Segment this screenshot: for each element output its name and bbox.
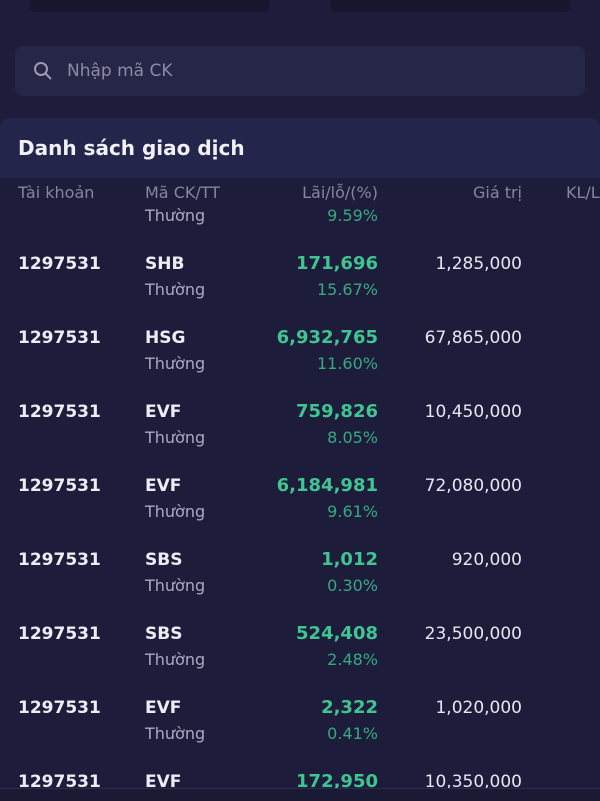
cell-pnl: 759,826 (296, 401, 378, 422)
cell-symbol: EVF (145, 772, 182, 788)
cell-account: 1297531 (18, 698, 101, 718)
cell-symbol: SHB (145, 254, 185, 274)
cell-account: 1297531 (18, 772, 101, 788)
cell-account: 1297531 (18, 624, 101, 644)
cell-pct: 0.41% (327, 724, 378, 743)
cell-symbol: EVF (145, 402, 182, 422)
cell-value: 23,500,000 (424, 624, 522, 644)
cell-value: 1,020,000 (435, 698, 522, 718)
cell-type: Thường (145, 650, 206, 669)
column-header: Lãi/lỗ/(%) (302, 183, 378, 202)
cell-pct: 15.67% (316, 280, 378, 299)
cell-pct: 0.30% (327, 576, 378, 595)
cell-account: 1297531 (18, 476, 101, 496)
top-card (330, 0, 570, 12)
cell-symbol: HSG (145, 328, 186, 348)
cell-value: 67,865,000 (424, 328, 522, 348)
cell-pct: 8.05% (327, 428, 378, 447)
cell-pnl: 6,184,981 (276, 475, 378, 496)
cell-symbol: EVF (145, 476, 182, 496)
cell-pnl: 6,932,765 (276, 327, 378, 348)
cell-pnl: 171,696 (296, 253, 378, 274)
cell-type: Thường (145, 502, 206, 521)
search-placeholder: Nhập mã CK (67, 61, 173, 81)
cell-value: 920,000 (451, 550, 522, 570)
cell-value: 10,350,000 (424, 772, 522, 788)
search-box[interactable]: Nhập mã CK (15, 46, 585, 96)
cell-type: Thường (145, 428, 206, 447)
cell-symbol: EVF (145, 698, 182, 718)
top-card (30, 0, 270, 12)
cell-account: 1297531 (18, 328, 101, 348)
cell-symbol: SBS (145, 550, 183, 570)
section-title: Danh sách giao dịch (18, 136, 245, 160)
cell-account: 1297531 (18, 550, 101, 570)
search-icon (34, 62, 52, 80)
cell-account: 1297531 (18, 254, 101, 274)
cell-type: Thường (145, 576, 206, 595)
cell-type: Thường (145, 354, 206, 373)
cell-account: 1297531 (18, 402, 101, 422)
column-header: Tài khoản (18, 183, 95, 202)
column-header: KL/L (566, 183, 600, 202)
cell-pct: 9.59% (327, 206, 378, 225)
cell-value: 1,285,000 (435, 254, 522, 274)
cell-pct: 2.48% (327, 650, 378, 669)
cell-pnl: 1,012 (321, 549, 378, 570)
cell-pct: 9.61% (327, 502, 378, 521)
cell-pnl: 524,408 (296, 623, 378, 644)
cell-value: 72,080,000 (424, 476, 522, 496)
transaction-list: Thường 9.59% 1297531 SHB Thường 171,696 15.67%… (0, 205, 600, 788)
cell-value: 10,450,000 (424, 402, 522, 422)
cell-pnl: 2,322 (321, 697, 378, 718)
cell-symbol: SBS (145, 624, 183, 644)
bottom-bar (0, 788, 600, 801)
section-header: Danh sách giao dịch (0, 118, 600, 178)
cell-type: Thường (145, 280, 206, 299)
cell-type: Thường (145, 206, 206, 225)
column-header: Giá trị (472, 183, 522, 202)
cell-pct: 11.60% (316, 354, 378, 373)
cell-pnl: 172,950 (296, 771, 378, 789)
column-header: Mã CK/TT (145, 183, 221, 202)
cell-type: Thường (145, 724, 206, 743)
